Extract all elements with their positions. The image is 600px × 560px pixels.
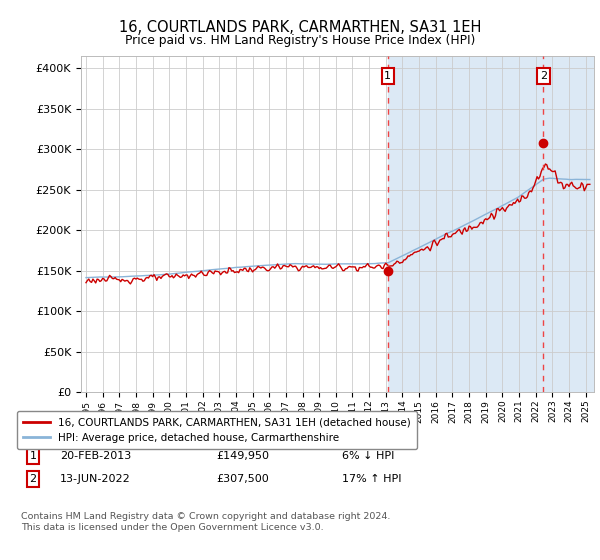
Text: 6% ↓ HPI: 6% ↓ HPI	[342, 451, 394, 461]
Text: 2: 2	[29, 474, 37, 484]
Text: £307,500: £307,500	[216, 474, 269, 484]
Text: 1: 1	[385, 71, 391, 81]
Text: Price paid vs. HM Land Registry's House Price Index (HPI): Price paid vs. HM Land Registry's House …	[125, 34, 475, 46]
Text: 2: 2	[539, 71, 547, 81]
Text: 16, COURTLANDS PARK, CARMARTHEN, SA31 1EH: 16, COURTLANDS PARK, CARMARTHEN, SA31 1E…	[119, 20, 481, 35]
Text: 1: 1	[29, 451, 37, 461]
Text: 13-JUN-2022: 13-JUN-2022	[60, 474, 131, 484]
Text: £149,950: £149,950	[216, 451, 269, 461]
Text: Contains HM Land Registry data © Crown copyright and database right 2024.
This d: Contains HM Land Registry data © Crown c…	[21, 512, 391, 532]
Text: 20-FEB-2013: 20-FEB-2013	[60, 451, 131, 461]
Bar	[388, 56, 594, 392]
Legend: 16, COURTLANDS PARK, CARMARTHEN, SA31 1EH (detached house), HPI: Average price, : 16, COURTLANDS PARK, CARMARTHEN, SA31 1E…	[17, 411, 417, 449]
Text: 17% ↑ HPI: 17% ↑ HPI	[342, 474, 401, 484]
